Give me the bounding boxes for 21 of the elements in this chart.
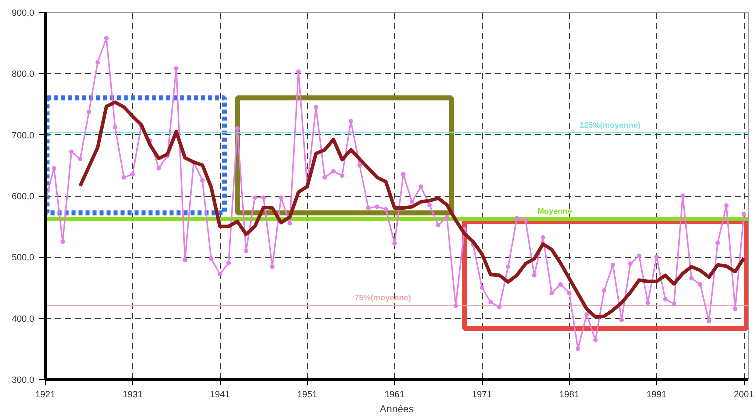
x-tick-label: 1941 [210,390,230,400]
x-axis-title: Années [380,404,414,416]
ref-line-label: Moyenne [538,207,573,216]
ref-line-label: 75%(moyenne) [354,293,412,302]
y-tick-label: 500,0 [12,252,35,263]
line-series [78,100,746,319]
y-tick-label: 800,0 [12,69,35,80]
x-tick-label: 1931 [122,390,143,400]
y-tick-label: 700,0 [12,130,35,140]
x-tick-label: 1981 [559,390,580,400]
x-tick-label: 1951 [297,390,318,400]
x-tick-label: 2001 [734,390,754,400]
y-tick-label: 600,0 [12,192,35,202]
y-tick-label: 400,0 [12,314,35,324]
x-tick-label: 1921 [35,390,56,400]
x-tick-label: 1971 [472,390,492,400]
x-tick-label: 1961 [384,390,405,400]
y-tick-label: 300,0 [12,375,35,385]
y-tick-label: 900,0 [12,8,35,18]
x-tick-label: 1991 [646,390,667,400]
ref-line-label: 125%(moyenne) [580,121,642,130]
